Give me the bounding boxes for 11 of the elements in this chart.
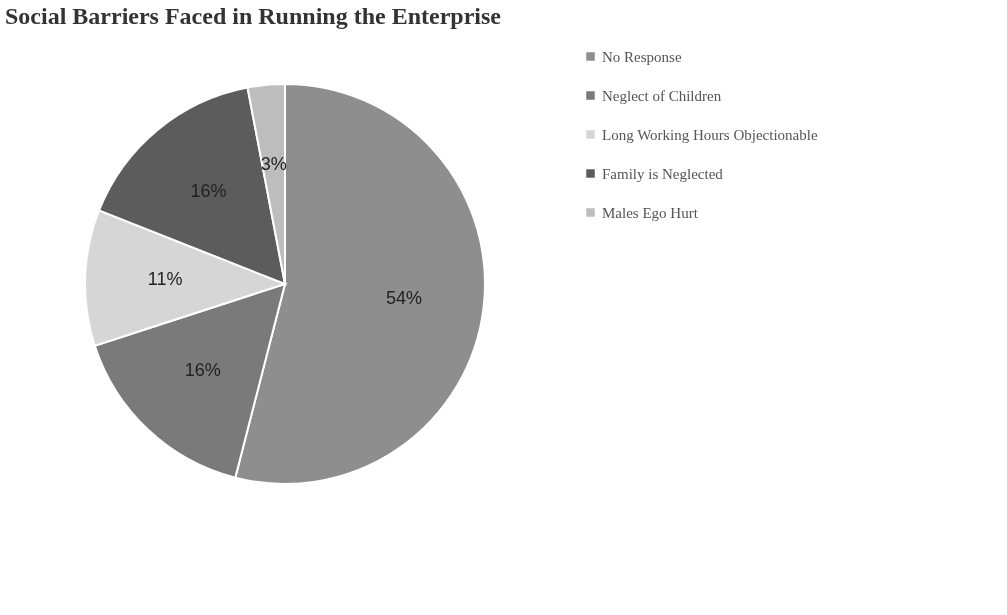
data-label: 3% bbox=[260, 153, 287, 174]
legend-label: No Response bbox=[602, 48, 682, 65]
data-label: 16% bbox=[190, 180, 227, 201]
legend-label: Long Working Hours Objectionable bbox=[602, 126, 818, 143]
data-label: 54% bbox=[386, 288, 423, 309]
legend-label: Neglect of Children bbox=[602, 87, 722, 104]
legend-label: Family is Neglected bbox=[602, 165, 724, 182]
data-label: 11% bbox=[147, 269, 183, 290]
chart-title: Social Barriers Faced in Running the Enterprise bbox=[5, 3, 502, 29]
legend-label: Males Ego Hurt bbox=[602, 204, 699, 221]
data-label: 16% bbox=[184, 360, 221, 381]
